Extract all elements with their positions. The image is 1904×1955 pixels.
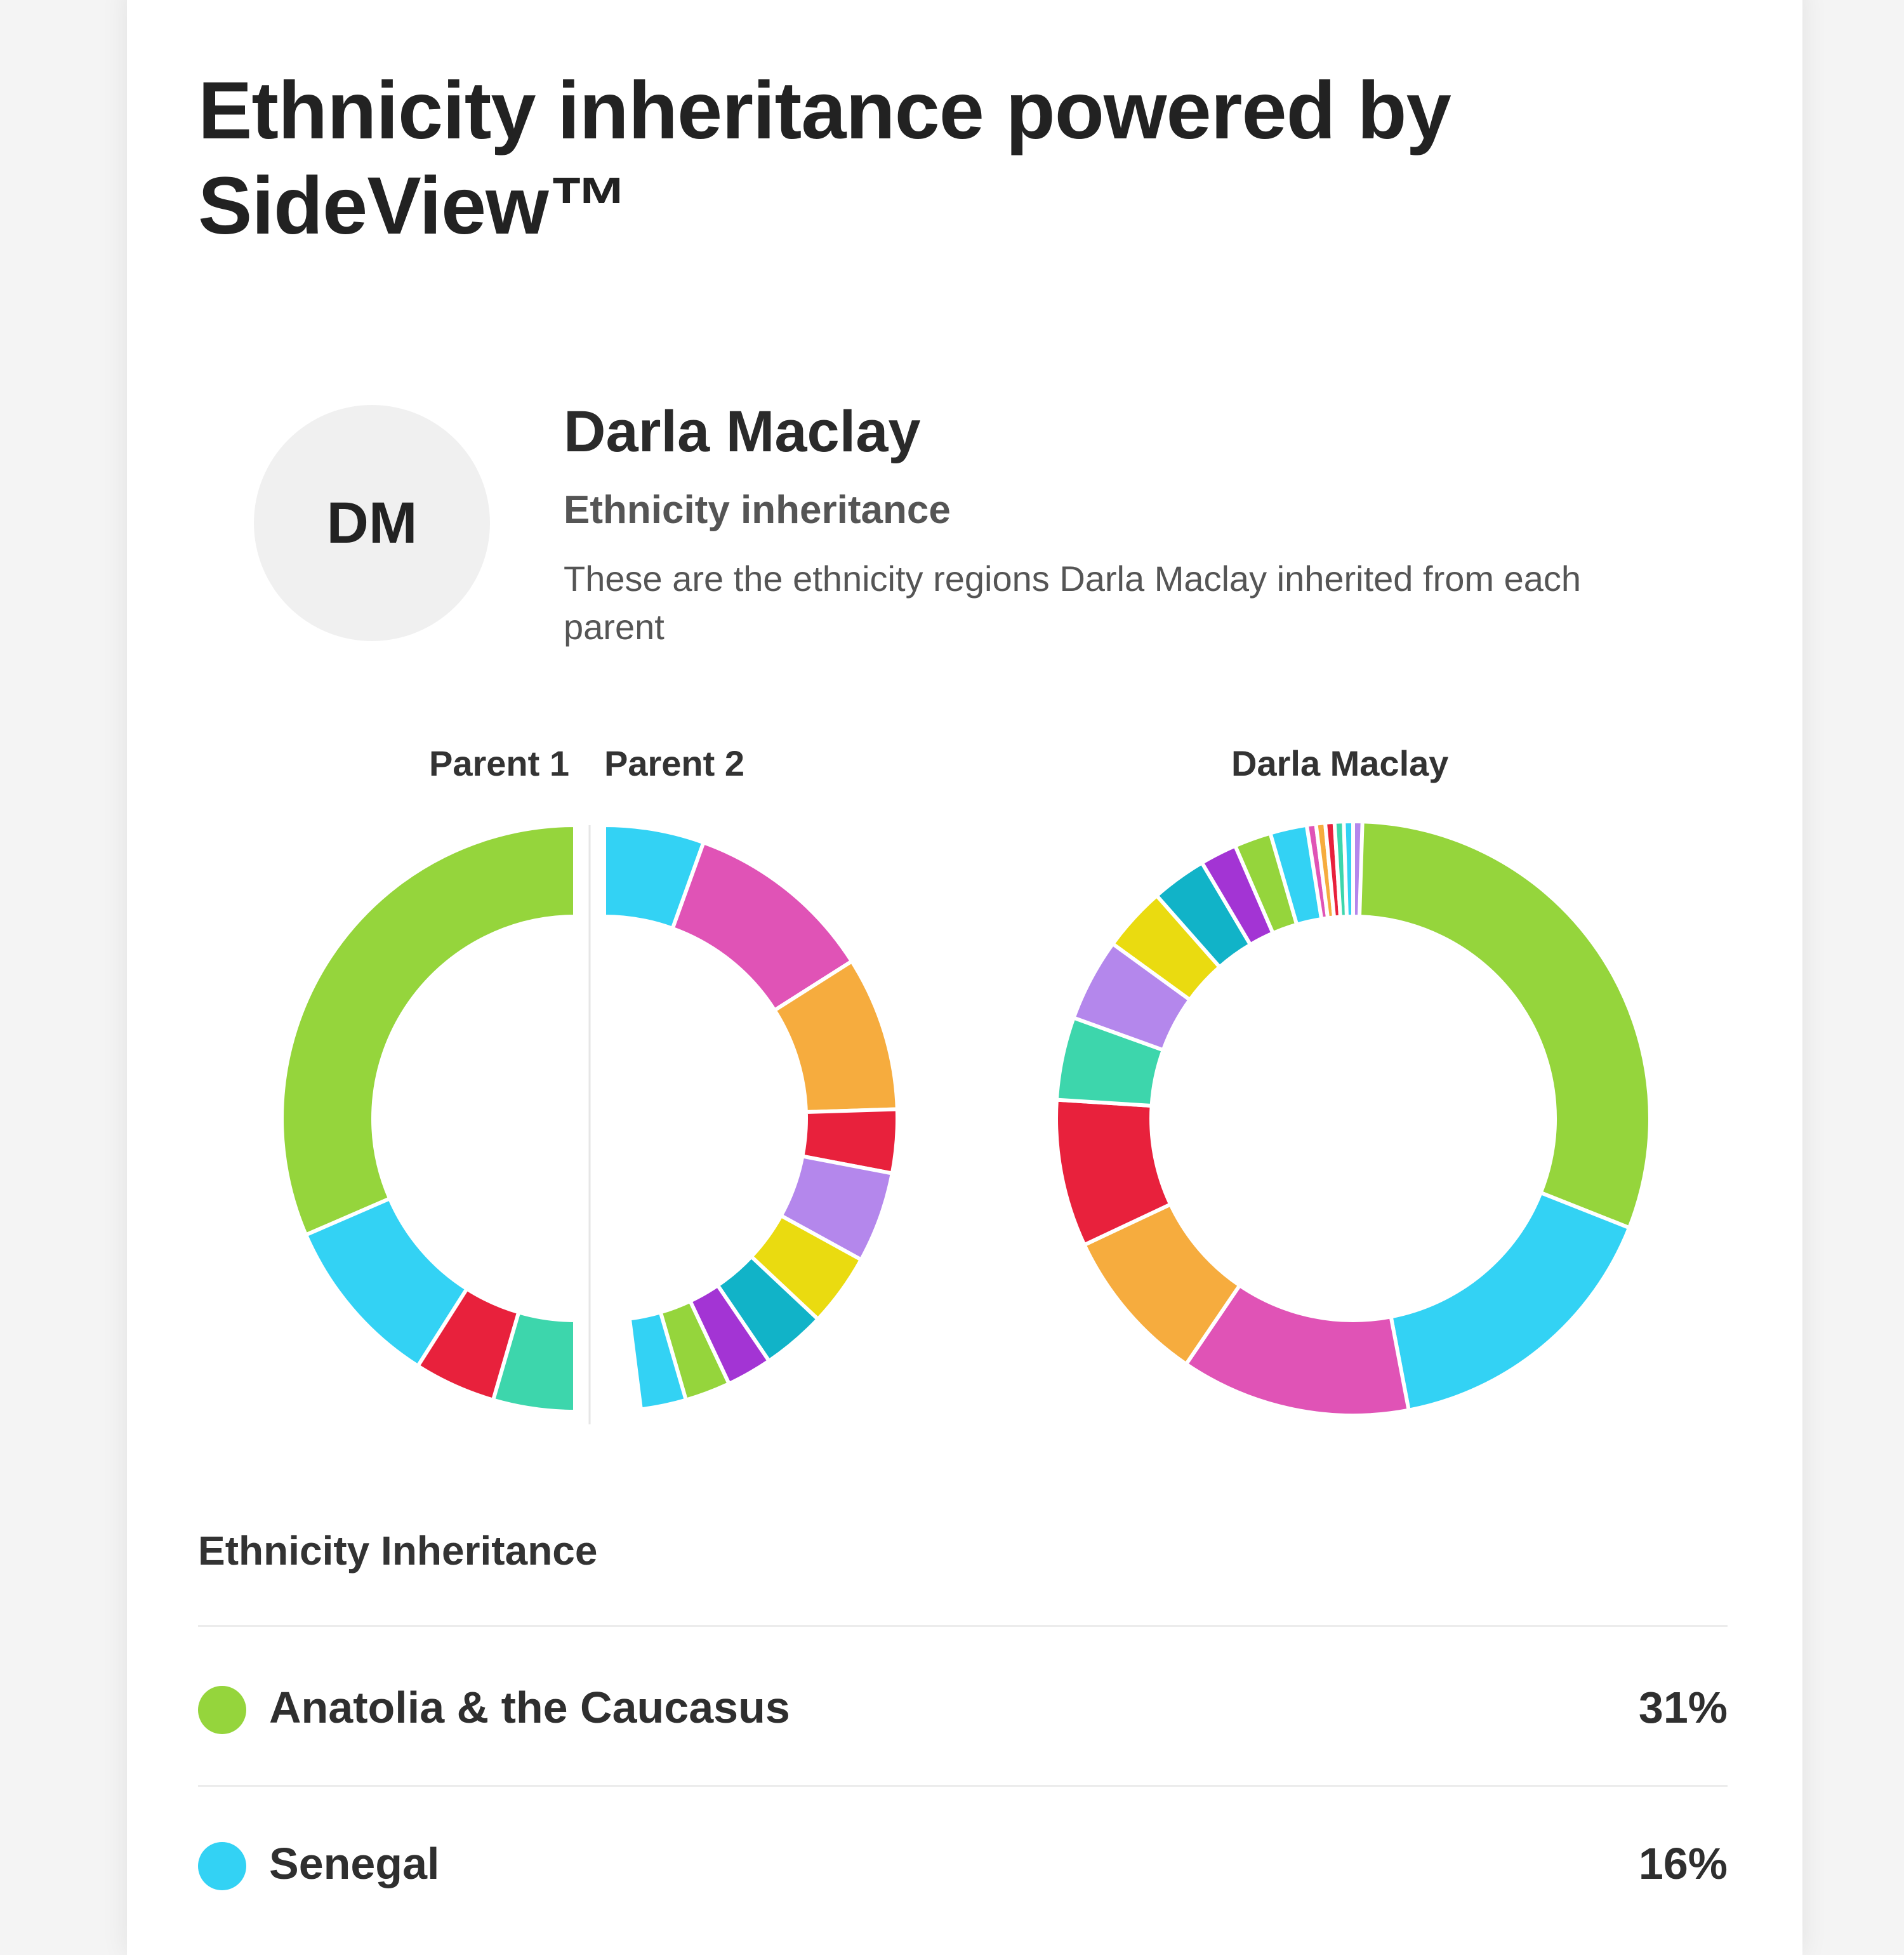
region-percent: 31% [1638, 1683, 1728, 1732]
inheritance-charts [280, 819, 1652, 1424]
parent1-slice-0 [280, 823, 577, 1238]
profile-description: These are the ethnicity regions Darla Ma… [564, 559, 1581, 647]
parent2-slice-9 [627, 1309, 689, 1412]
parent1-slice-3 [491, 1309, 577, 1414]
divider [198, 1785, 1728, 1787]
list-item[interactable]: Anatolia & the Caucasus 31% [198, 1668, 1728, 1744]
list-item[interactable]: Senegal 16% [198, 1824, 1728, 1900]
child-slice-0 [1351, 819, 1652, 1231]
avatar: DM [254, 405, 490, 641]
parent1-donut [280, 823, 577, 1414]
region-name: Anatolia & the Caucasus [269, 1683, 790, 1732]
page-title: Ethnicity inheritance powered by SideVie… [198, 65, 1451, 251]
parent1-chart-label: Parent 1 [429, 743, 569, 783]
profile-name: Darla Maclay [564, 399, 921, 464]
child-donut [1054, 819, 1652, 1417]
region-percent: 16% [1638, 1839, 1728, 1888]
divider [198, 1625, 1728, 1627]
parent2-donut [602, 823, 899, 1412]
ethnicity-list-title: Ethnicity Inheritance [198, 1528, 598, 1574]
child-chart-label: Darla Maclay [1231, 743, 1449, 783]
color-dot-icon [198, 1842, 246, 1890]
profile-subtitle: Ethnicity inheritance [564, 488, 951, 532]
child-slice-1 [1389, 1190, 1632, 1413]
color-dot-icon [198, 1686, 246, 1734]
child-slice-17 [1351, 819, 1365, 919]
parent2-chart-label: Parent 2 [604, 743, 744, 783]
region-name: Senegal [269, 1839, 440, 1888]
